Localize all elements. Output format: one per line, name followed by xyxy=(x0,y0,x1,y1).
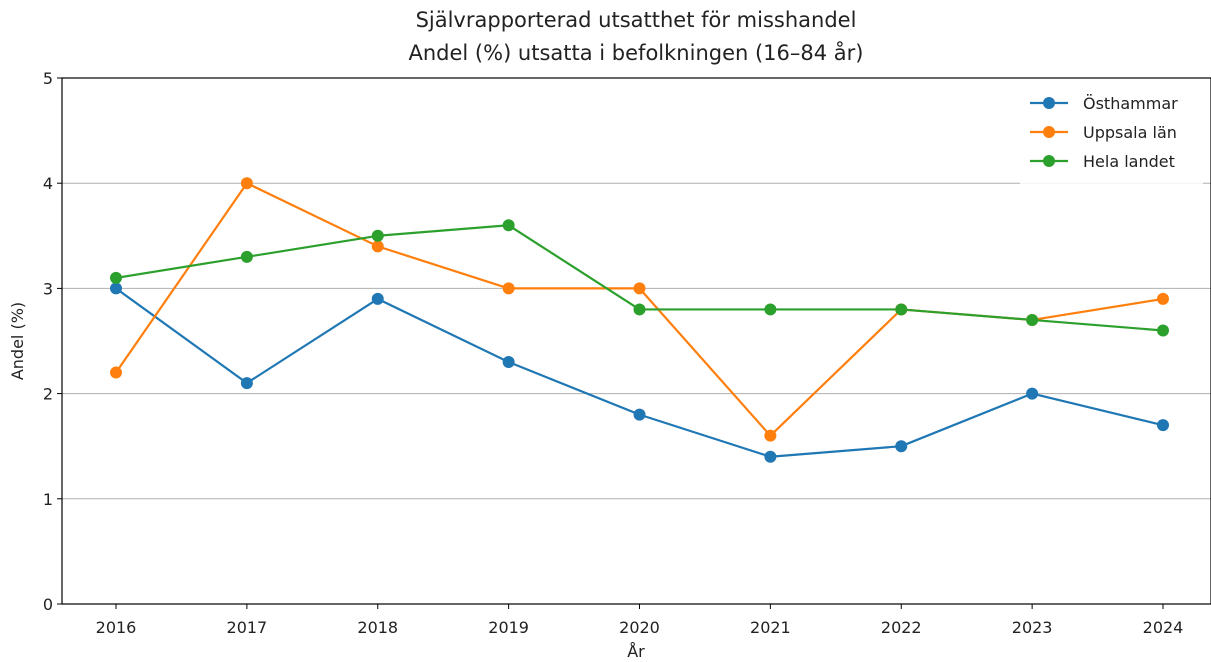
data-point xyxy=(240,177,253,190)
data-point xyxy=(371,229,384,242)
data-point xyxy=(110,282,122,295)
y-axis-label: Andel (%) xyxy=(8,302,27,380)
y-tick-label: 5 xyxy=(43,69,53,88)
data-point xyxy=(1157,324,1169,337)
data-point xyxy=(764,429,777,442)
data-point xyxy=(110,271,122,284)
y-tick-label: 4 xyxy=(43,174,53,193)
x-axis: 2016 2017 2018 2019 2020 2021 2022 2023 2024 xyxy=(96,604,1184,637)
legend-label: Uppsala län xyxy=(1083,123,1177,142)
x-axis-label: År xyxy=(627,642,645,661)
data-point xyxy=(502,282,515,295)
x-tick-label: 2019 xyxy=(488,618,529,637)
data-point xyxy=(895,303,908,316)
data-point xyxy=(502,219,515,232)
legend: Östhammar Uppsala län Hela landet xyxy=(1020,88,1203,188)
data-point xyxy=(633,408,646,421)
legend-label: Hela landet xyxy=(1083,152,1175,171)
x-tick-label: 2023 xyxy=(1012,618,1053,637)
data-point xyxy=(110,366,122,379)
y-tick-label: 1 xyxy=(43,490,53,509)
chart-title: Självrapporterad utsatthet för misshande… xyxy=(416,8,857,32)
x-tick-label: 2024 xyxy=(1143,618,1184,637)
legend-marker xyxy=(1043,155,1055,167)
data-point xyxy=(1157,292,1169,305)
data-point xyxy=(502,356,515,369)
data-point xyxy=(1157,419,1169,432)
legend-label: Östhammar xyxy=(1083,94,1178,113)
x-tick-label: 2016 xyxy=(96,618,137,637)
data-point xyxy=(240,377,253,390)
data-point xyxy=(371,240,384,253)
x-tick-label: 2020 xyxy=(619,618,660,637)
data-point xyxy=(633,303,646,316)
x-tick-label: 2022 xyxy=(881,618,922,637)
data-point xyxy=(895,440,908,453)
data-point xyxy=(240,250,253,263)
data-point xyxy=(1026,313,1039,326)
legend-marker xyxy=(1043,126,1055,138)
data-point xyxy=(633,282,646,295)
legend-marker xyxy=(1043,97,1055,109)
y-tick-label: 3 xyxy=(43,279,53,298)
gridlines xyxy=(62,182,1211,500)
data-point xyxy=(764,450,777,463)
y-tick-label: 0 xyxy=(43,595,53,614)
plot-frame xyxy=(61,77,1211,605)
legend-box xyxy=(1020,88,1203,188)
series-lines xyxy=(110,177,1169,463)
y-tick-label: 2 xyxy=(43,385,53,404)
chart-subtitle: Andel (%) utsatta i befolkningen (16–84 … xyxy=(408,40,863,65)
data-point xyxy=(1026,387,1039,400)
y-axis: 0 1 2 3 4 5 xyxy=(43,69,62,614)
data-point xyxy=(764,303,777,316)
data-point xyxy=(371,292,384,305)
x-tick-label: 2021 xyxy=(750,618,791,637)
x-tick-label: 2017 xyxy=(227,618,268,637)
x-tick-label: 2018 xyxy=(357,618,398,637)
